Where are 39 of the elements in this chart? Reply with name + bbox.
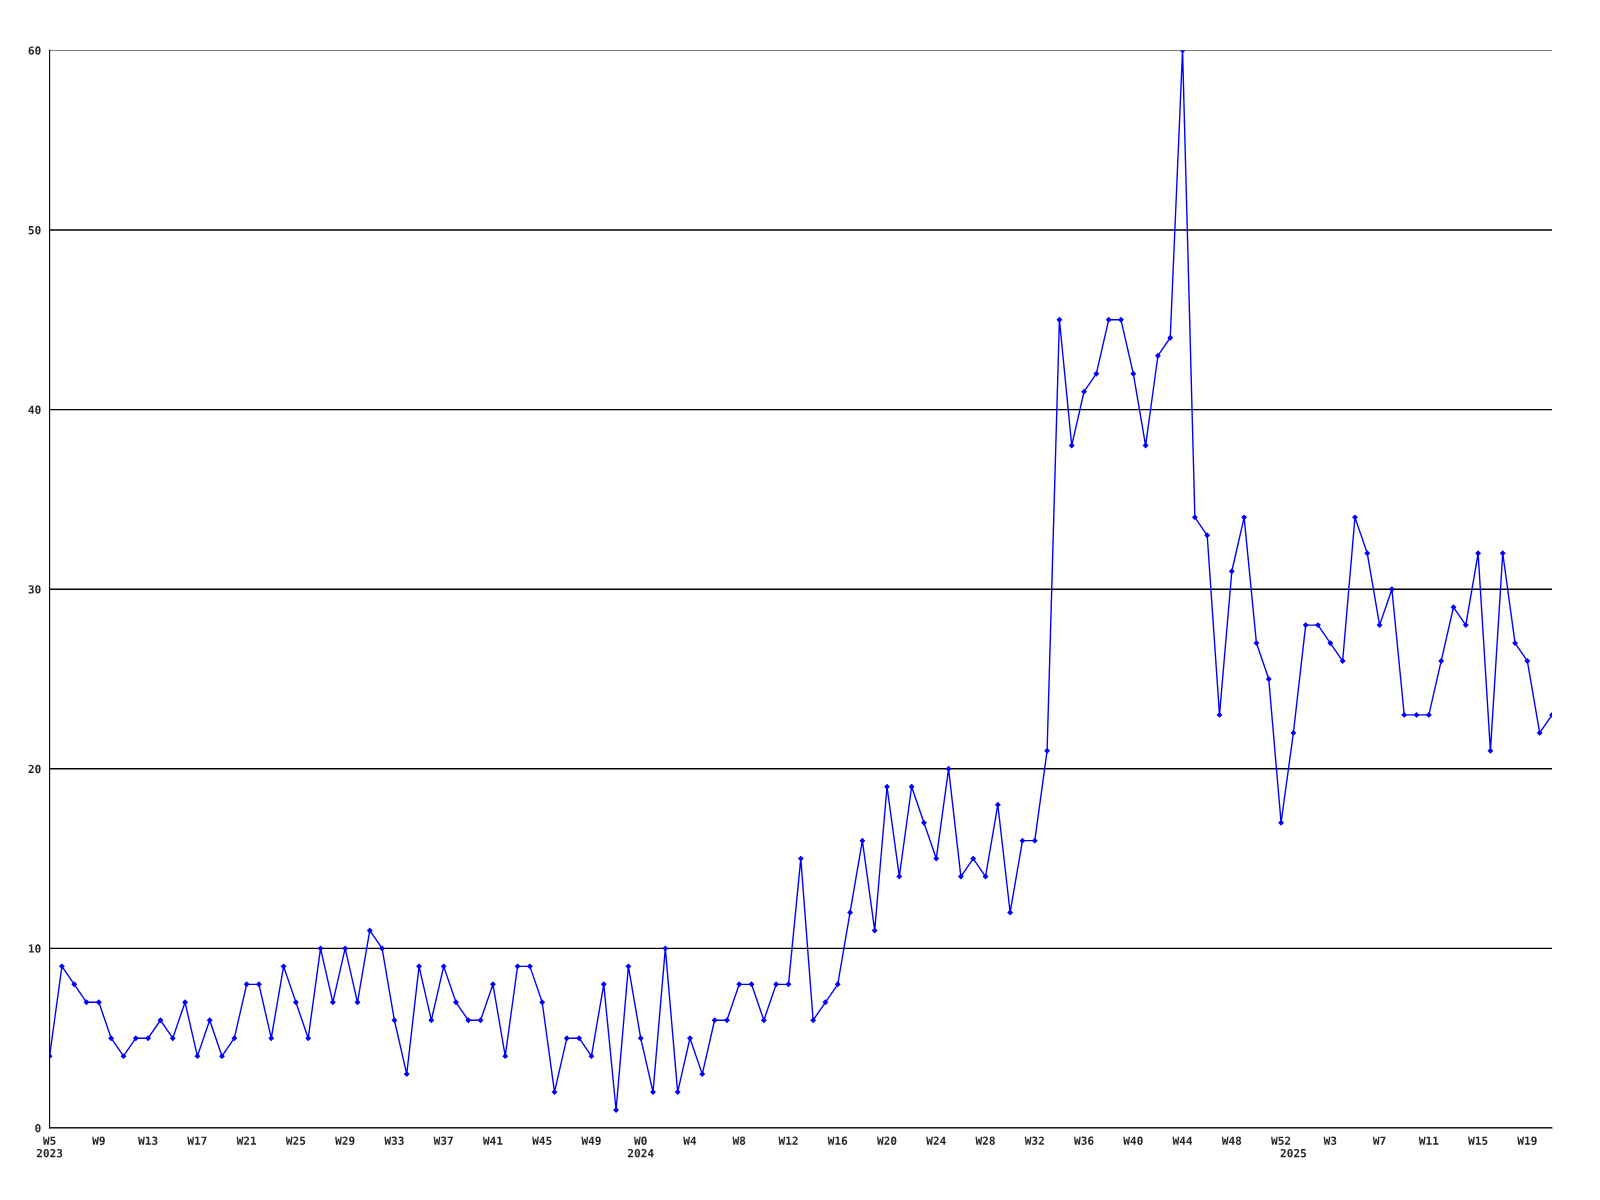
x-tick-label: W13	[138, 1136, 158, 1145]
x-tick-label: W32	[1024, 1136, 1044, 1145]
x-tick-label: W25	[285, 1136, 306, 1145]
x-tick-label: W24	[926, 1136, 946, 1145]
x-tick-label: W33	[384, 1136, 404, 1145]
x-tick-label: W15	[1468, 1136, 1488, 1145]
x-tick-label: W45	[532, 1136, 552, 1145]
x-tick-label: W4	[683, 1136, 697, 1145]
x-tick-label: W49	[581, 1136, 601, 1145]
x-tick-label: 2025	[1280, 1148, 1307, 1158]
x-tick-label: W37	[433, 1136, 453, 1145]
x-tick-label: W16	[827, 1136, 848, 1145]
x-tick-label: W19	[1517, 1136, 1537, 1145]
x-tick-label: W3	[1323, 1136, 1337, 1145]
x-tick-label: W8	[732, 1136, 746, 1145]
x-tick-label: W9	[92, 1136, 105, 1145]
x-tick-label: W41	[482, 1136, 503, 1145]
y-tick-label: 40	[28, 405, 41, 414]
x-tick-label: W40	[1123, 1136, 1143, 1145]
x-tick-label: W5 2023	[36, 1136, 63, 1158]
x-tick-label: W21	[236, 1136, 257, 1145]
x-tick-label: W7	[1372, 1136, 1386, 1145]
x-tick-label: W36	[1074, 1136, 1094, 1145]
x-tick-label: W20	[876, 1136, 897, 1145]
x-tick-label: W28	[975, 1136, 995, 1145]
x-tick-label: W17	[187, 1136, 207, 1145]
y-tick-label: 50	[28, 225, 41, 235]
y-tick-label: 30	[28, 585, 41, 594]
y-tick-label: 0	[35, 1123, 41, 1133]
x-tick-label: W11	[1418, 1136, 1439, 1145]
x-tick-label: W48	[1221, 1136, 1242, 1145]
x-tick-label: W52	[1271, 1136, 1291, 1145]
x-tick-label: W12	[778, 1136, 798, 1145]
y-tick-label: 60	[28, 46, 41, 55]
x-tick-label: W29	[335, 1136, 355, 1145]
y-tick-label: 20	[28, 764, 41, 774]
x-tick-label: W44	[1172, 1136, 1193, 1145]
x-tick-label: W0 2024	[627, 1136, 654, 1158]
y-tick-label: 10	[28, 944, 41, 953]
